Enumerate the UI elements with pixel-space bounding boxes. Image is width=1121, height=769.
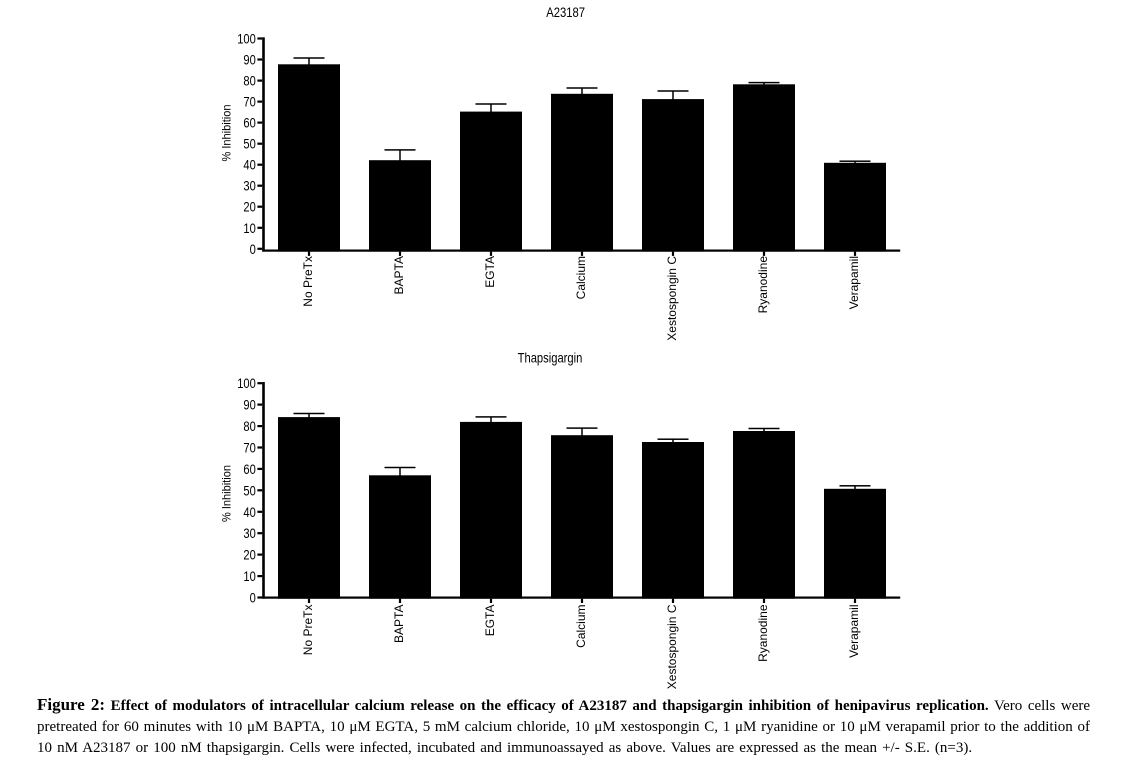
svg-text:50: 50 xyxy=(243,136,256,152)
svg-text:90: 90 xyxy=(243,397,256,413)
svg-text:40: 40 xyxy=(243,504,256,520)
svg-text:No PreTx: No PreTx xyxy=(301,256,315,307)
svg-text:A23187: A23187 xyxy=(546,4,585,20)
svg-text:100: 100 xyxy=(237,31,256,47)
svg-text:90: 90 xyxy=(243,52,256,68)
svg-text:30: 30 xyxy=(243,525,256,541)
svg-text:60: 60 xyxy=(243,461,256,477)
svg-text:BAPTA: BAPTA xyxy=(392,256,406,294)
svg-text:% Inhibition: % Inhibition xyxy=(219,465,233,522)
svg-text:40: 40 xyxy=(243,157,256,173)
svg-text:80: 80 xyxy=(243,73,256,89)
svg-text:0: 0 xyxy=(250,590,256,606)
svg-text:% Inhibition: % Inhibition xyxy=(219,104,233,161)
svg-text:EGTA: EGTA xyxy=(483,605,497,637)
svg-text:Verapamil: Verapamil xyxy=(847,605,861,658)
svg-text:20: 20 xyxy=(243,547,256,563)
svg-text:Xestospongin C: Xestospongin C xyxy=(665,604,679,689)
svg-text:30: 30 xyxy=(243,178,256,194)
svg-text:EGTA: EGTA xyxy=(483,256,497,288)
svg-text:BAPTA: BAPTA xyxy=(392,605,406,643)
svg-text:Calcium: Calcium xyxy=(574,604,588,647)
svg-text:0: 0 xyxy=(250,241,256,257)
svg-text:10: 10 xyxy=(243,568,256,584)
svg-text:70: 70 xyxy=(243,94,256,110)
svg-text:10: 10 xyxy=(243,220,256,236)
svg-text:Verapamil: Verapamil xyxy=(847,256,861,309)
svg-text:Calcium: Calcium xyxy=(574,256,588,299)
svg-text:20: 20 xyxy=(243,199,256,215)
svg-text:50: 50 xyxy=(243,482,256,498)
svg-text:60: 60 xyxy=(243,115,256,131)
svg-text:Thapsigargin: Thapsigargin xyxy=(518,350,583,366)
svg-text:70: 70 xyxy=(243,440,256,456)
svg-text:100: 100 xyxy=(237,375,256,391)
svg-text:No PreTx: No PreTx xyxy=(301,605,315,656)
svg-text:Ryanodine: Ryanodine xyxy=(756,256,770,314)
svg-text:Xestospongin C: Xestospongin C xyxy=(665,256,679,341)
svg-text:80: 80 xyxy=(243,418,256,434)
svg-text:Ryanodine: Ryanodine xyxy=(756,604,770,662)
